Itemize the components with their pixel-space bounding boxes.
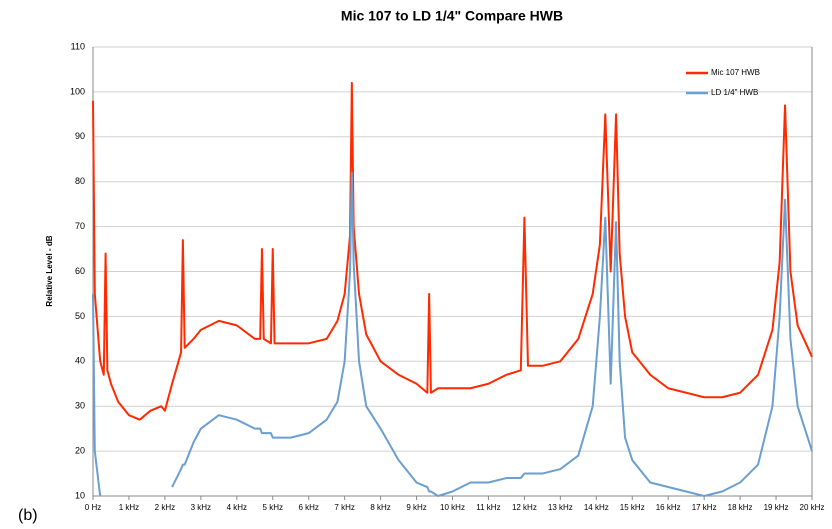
y-tick-label: 40 bbox=[75, 356, 85, 366]
x-tick-label: 9 kHz bbox=[406, 503, 426, 512]
x-tick-label: 15 kHz bbox=[620, 503, 645, 512]
x-tick-label: 17 kHz bbox=[692, 503, 717, 512]
legend-label: LD 1/4" HWB bbox=[711, 88, 758, 97]
panel-label: (b) bbox=[18, 507, 38, 524]
y-tick-label: 50 bbox=[75, 311, 85, 321]
x-tick-label: 8 kHz bbox=[370, 503, 390, 512]
x-tick-label: 5 kHz bbox=[263, 503, 283, 512]
y-tick-label: 30 bbox=[75, 401, 85, 411]
x-tick-label: 12 kHz bbox=[512, 503, 537, 512]
y-axis-label: Relative Level - dB bbox=[45, 235, 54, 306]
y-tick-label: 110 bbox=[71, 41, 85, 51]
x-tick-label: 11 kHz bbox=[476, 503, 500, 512]
x-tick-label: 7 kHz bbox=[334, 503, 354, 512]
y-tick-label: 60 bbox=[75, 266, 85, 276]
x-tick-label: 2 kHz bbox=[155, 503, 175, 512]
x-tick-label: 0 Hz bbox=[85, 503, 101, 512]
y-tick-label: 70 bbox=[75, 221, 85, 231]
x-tick-label: 4 kHz bbox=[227, 503, 247, 512]
x-tick-label: 18 kHz bbox=[728, 503, 753, 512]
x-tick-label: 3 kHz bbox=[191, 503, 211, 512]
y-tick-label: 90 bbox=[75, 131, 85, 141]
y-tick-label: 80 bbox=[75, 176, 85, 186]
series-line bbox=[92, 171, 813, 497]
x-tick-label: 13 kHz bbox=[548, 503, 573, 512]
x-tick-label: 19 kHz bbox=[764, 503, 789, 512]
x-tick-label: 1 kHz bbox=[119, 503, 139, 512]
y-tick-label: 10 bbox=[75, 490, 85, 500]
y-tick-label: 20 bbox=[75, 445, 85, 455]
legend-label: Mic 107 HWB bbox=[711, 68, 760, 77]
x-tick-label: 6 kHz bbox=[298, 503, 318, 512]
series-line bbox=[92, 81, 813, 421]
chart-title: Mic 107 to LD 1/4" Compare HWB bbox=[341, 8, 563, 24]
y-tick-label: 100 bbox=[70, 86, 85, 96]
x-tick-label: 14 kHz bbox=[584, 503, 609, 512]
x-tick-label: 16 kHz bbox=[656, 503, 681, 512]
x-tick-label: 10 kHz bbox=[440, 503, 465, 512]
x-tick-label: 20 kHz bbox=[800, 503, 825, 512]
